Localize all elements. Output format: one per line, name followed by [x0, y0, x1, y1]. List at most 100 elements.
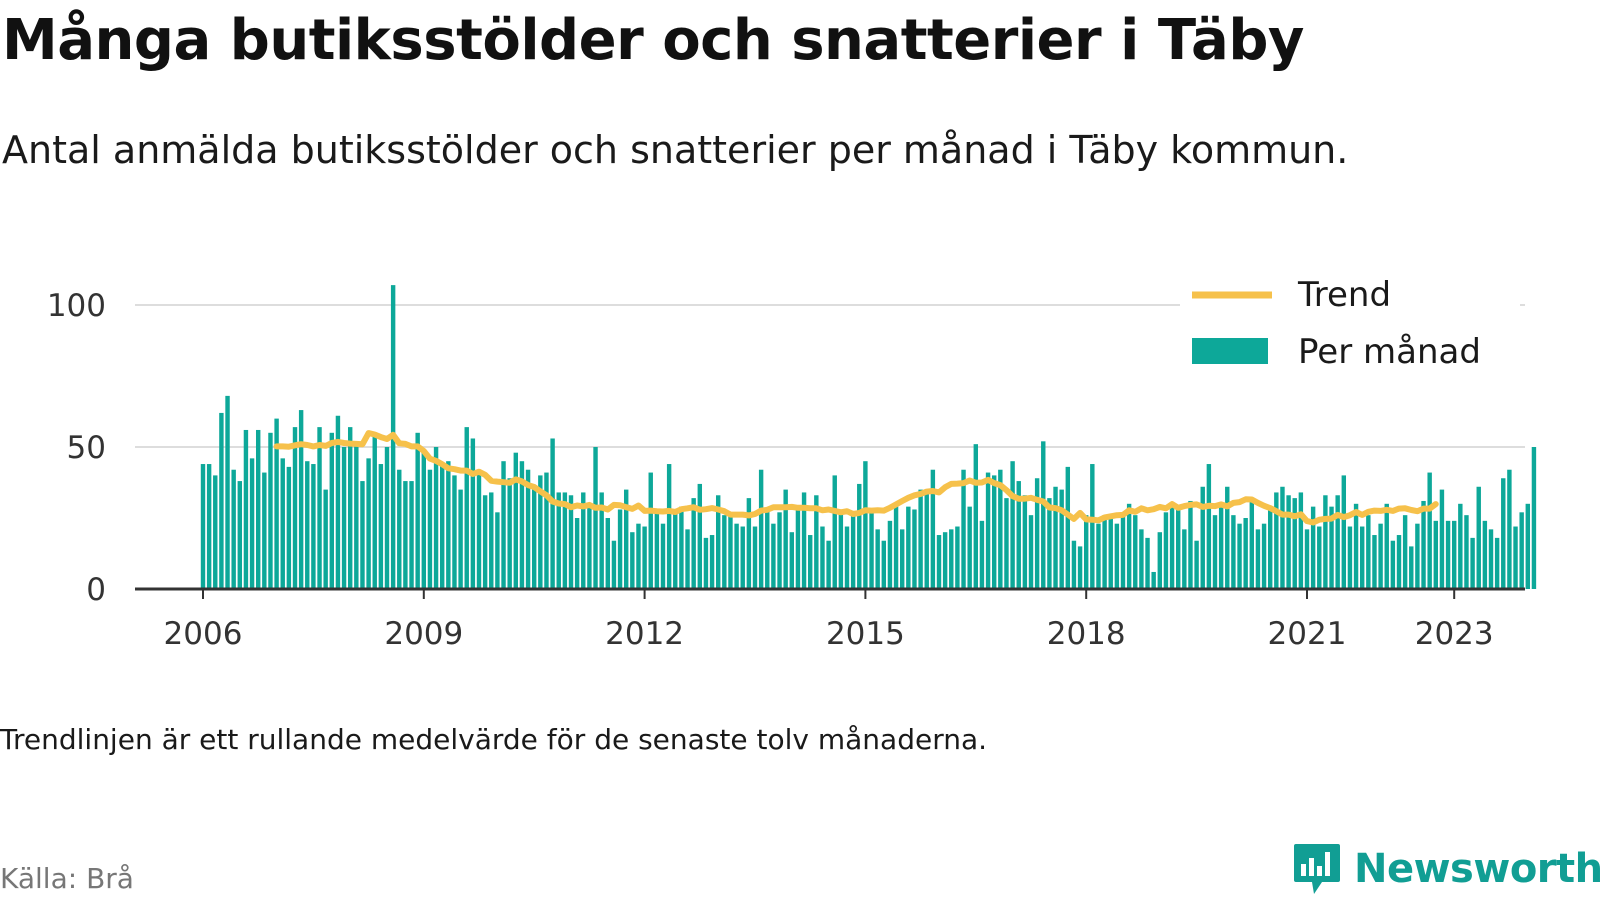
bar: [489, 492, 494, 589]
bar: [280, 458, 285, 589]
bar: [574, 518, 580, 589]
bar: [703, 537, 709, 589]
bar: [648, 472, 653, 589]
bar: [458, 489, 463, 589]
bar: [495, 512, 500, 589]
x-tick-label: 2018: [1047, 616, 1126, 652]
bar: [1114, 523, 1120, 589]
bar: [660, 523, 666, 589]
bar: [685, 529, 690, 589]
bar: [924, 492, 929, 589]
bar: [765, 509, 770, 589]
bar: [1231, 515, 1236, 589]
bar: [1206, 464, 1212, 589]
bar: [274, 418, 279, 589]
bar: [979, 520, 985, 589]
bar: [1317, 526, 1322, 589]
bar: [1513, 526, 1518, 589]
bar: [1243, 518, 1248, 589]
bar: [728, 512, 733, 589]
bar: [1255, 529, 1261, 589]
bar: [427, 469, 433, 589]
bar: [967, 506, 972, 589]
bar: [341, 447, 347, 589]
legend-bar-label: Per månad: [1298, 332, 1481, 372]
bar: [881, 540, 887, 589]
bar: [863, 461, 868, 589]
bar: [378, 464, 384, 589]
bar: [1445, 520, 1451, 589]
bar: [1077, 546, 1083, 589]
bar: [1249, 500, 1255, 589]
bar: [384, 447, 390, 589]
bar: [1366, 515, 1371, 589]
bar: [1341, 475, 1347, 589]
bar: [1083, 515, 1089, 589]
bar: [1145, 537, 1150, 589]
chart: 0 50 100 2006 2009 2012 2015 2018 2021 2023 Tren…: [47, 270, 1537, 652]
bar: [899, 529, 905, 589]
bar: [1010, 461, 1015, 589]
bar: [581, 492, 586, 589]
bar: [421, 449, 427, 589]
bar: [630, 532, 635, 589]
bar: [1488, 529, 1494, 589]
bar: [746, 498, 752, 589]
brand-name: Newsworthy: [1354, 846, 1600, 892]
bar: [464, 427, 469, 589]
bar: [893, 503, 899, 589]
trend-line: [273, 430, 1439, 526]
bar: [599, 492, 604, 589]
bar: [562, 492, 568, 589]
bar: [918, 489, 923, 589]
bar: [605, 518, 611, 589]
bar: [1298, 492, 1304, 589]
bar: [1267, 506, 1273, 589]
bar: [347, 427, 353, 589]
bar: [875, 529, 880, 589]
bar: [1323, 495, 1328, 589]
bar: [1402, 515, 1408, 589]
bar: [323, 489, 328, 589]
bar: [1212, 515, 1218, 589]
bar: [1335, 495, 1340, 589]
x-tick-label: 2015: [826, 616, 905, 652]
bar: [1004, 498, 1009, 589]
bar: [820, 526, 825, 589]
bar: [249, 458, 255, 589]
chart-title: Många butiksstölder och snatterier i Täb…: [2, 8, 1304, 73]
bar: [1139, 529, 1144, 589]
bar: [311, 464, 316, 589]
bar: [783, 489, 788, 589]
bar: [1065, 466, 1071, 589]
bar: [286, 466, 292, 589]
bar: [666, 464, 672, 589]
bar: [1133, 515, 1138, 589]
bar: [857, 483, 862, 589]
bar: [439, 464, 445, 589]
bar: [1102, 515, 1107, 589]
bar: [476, 472, 482, 589]
bar: [470, 438, 476, 589]
bar: [525, 469, 531, 589]
x-tick-label: 2006: [164, 616, 243, 652]
newsworthy-logo[interactable]: Newsworthy: [1292, 842, 1600, 896]
bar: [1421, 500, 1426, 589]
bar: [1433, 520, 1439, 589]
bar: [354, 441, 359, 589]
bar: [715, 495, 721, 589]
bar: [556, 492, 561, 589]
bar: [1237, 523, 1242, 589]
x-axis-ticks: 2006 2009 2012 2015 2018 2021 2023: [164, 589, 1494, 652]
bar: [1188, 500, 1193, 589]
bar: [740, 526, 745, 589]
bar: [360, 481, 365, 589]
bar: [1280, 486, 1285, 589]
bar: [1090, 464, 1095, 589]
bar: [1022, 495, 1028, 589]
bar: [587, 503, 592, 589]
bar: [654, 512, 660, 589]
bar: [1494, 537, 1500, 589]
x-tick-label: 2021: [1268, 616, 1347, 652]
bar: [513, 452, 519, 589]
